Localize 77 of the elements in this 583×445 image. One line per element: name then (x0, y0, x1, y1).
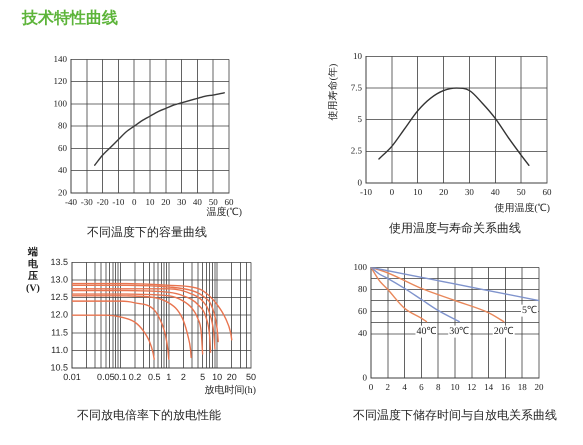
text: 技术特性曲线 (22, 8, 118, 28)
y-tick-label: 10.5 (50, 362, 68, 372)
x-tick-label: -10 (360, 186, 372, 197)
x-tick-label: 30 (177, 196, 187, 207)
series-label: 40℃ (416, 326, 436, 338)
x-axis-title: 使用温度(℃) (494, 203, 550, 215)
y-tick-label: 5 (358, 114, 362, 124)
x-tick-label: 50 (516, 186, 526, 197)
y-tick-label: 12.0 (50, 310, 68, 320)
x-tick-label: 20 (226, 372, 237, 382)
x-tick-label: 0.5 (148, 372, 160, 382)
x-tick-label: 40 (490, 186, 500, 197)
x-tick-label: 50 (246, 372, 256, 382)
text: 使用温度与寿命关系曲线 (389, 221, 521, 236)
y-tick-label: 11.5 (51, 327, 68, 338)
y-tick-label: 40 (358, 328, 368, 338)
x-tick-label: 4 (402, 382, 408, 392)
y-tick-label: 13.0 (50, 274, 68, 284)
x-tick-label: 0 (368, 382, 374, 392)
x-tick-label: 40 (192, 196, 202, 207)
y-tick-label: 13.5 (50, 256, 68, 267)
y-tick-label: 2.5 (350, 146, 362, 156)
x-tick-label: -10 (112, 196, 125, 207)
y-tick-label: 40 (58, 165, 68, 176)
x-tick-label: -30 (80, 196, 94, 207)
y-tick-label: 80 (58, 120, 68, 131)
y-axis-title: 端电压(V) (26, 247, 40, 295)
x-tick-label: 14 (484, 382, 494, 392)
text: 不同温度下的容量曲线 (87, 225, 207, 240)
x-tick-label: 30 (464, 186, 474, 197)
x-tick-label: 8 (436, 382, 441, 392)
y-axis-title: 使用寿命(年) (328, 64, 340, 120)
series-label: 30℃ (449, 326, 470, 338)
x-tick-label: 0 (132, 196, 137, 207)
y-tick-label: 12.5 (50, 292, 68, 302)
x-tick-label: 6 (419, 382, 424, 392)
x-axis-title: 放电时间(h) (204, 385, 256, 397)
x-tick-label: 16 (500, 382, 510, 392)
y-tick-label: 7.5 (350, 82, 362, 92)
y-tick-label: 60 (58, 142, 68, 153)
x-tick-label: 50 (208, 196, 218, 207)
y-tick-label: 120 (54, 76, 68, 86)
x-tick-label: 18 (518, 382, 528, 392)
text: 不同温度下储存时间与自放电关系曲线 (353, 408, 557, 423)
x-tick-label: 20 (439, 186, 449, 197)
x-tick-label: 60 (542, 186, 552, 197)
y-tick-label: 0 (358, 177, 362, 188)
series-label: 5℃ (522, 305, 537, 316)
x-tick-label: -20 (96, 196, 110, 207)
y-tick-label: 60 (358, 306, 368, 316)
x-tick-label: 2 (180, 372, 186, 382)
series-label: 20℃ (494, 326, 514, 338)
x-tick-label: 10 (450, 382, 460, 392)
x-tick-label: 0.2 (128, 372, 142, 382)
text: 不同放电倍率下的放电性能 (77, 408, 221, 423)
x-tick-label: 10 (146, 196, 155, 207)
x-tick-label: 10 (413, 186, 423, 197)
x-tick-label: 20 (161, 196, 171, 207)
y-tick-label: 10 (353, 50, 362, 61)
x-tick-label: 0.01 (63, 372, 81, 382)
x-tick-label: 1 (166, 372, 172, 382)
y-tick-label: 11.0 (51, 344, 68, 355)
x-tick-label: 20 (534, 382, 544, 392)
x-axis-title: 温度(℃) (206, 207, 242, 219)
x-tick-label: 0 (390, 186, 395, 197)
x-tick-label: 10 (212, 372, 222, 382)
y-tick-label: 140 (54, 54, 68, 64)
y-tick-label: 100 (54, 98, 68, 108)
x-tick-label: 2 (386, 382, 390, 392)
x-tick-label: 60 (224, 196, 234, 207)
x-tick-label: -40 (65, 196, 78, 207)
y-tick-label: 80 (358, 284, 368, 294)
x-tick-label: 0.05 (97, 372, 115, 382)
x-tick-label: 0.1 (114, 372, 127, 382)
x-tick-label: 5 (200, 372, 206, 382)
x-tick-label: 12 (467, 382, 476, 392)
y-tick-label: 100 (354, 262, 368, 272)
